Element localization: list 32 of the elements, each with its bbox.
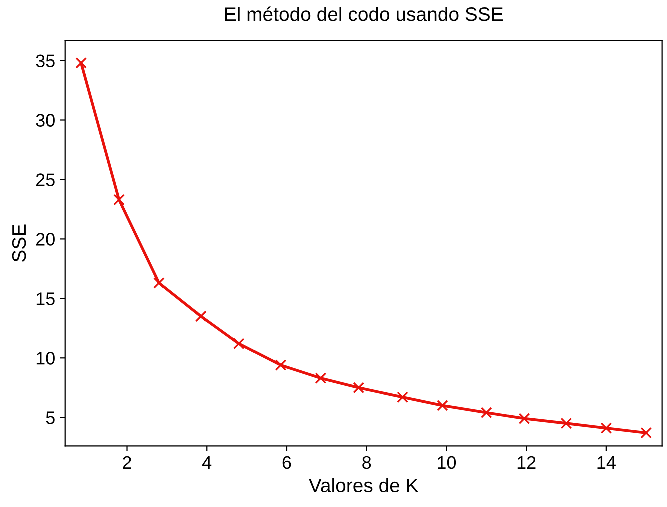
x-tick-label: 4 <box>202 456 212 469</box>
y-tick-label: 30 <box>36 114 55 127</box>
point <box>640 427 652 439</box>
x-tick-label: 10 <box>438 456 456 470</box>
x-tick-label: 2 <box>123 456 132 469</box>
chart-title: El método del codo usando SSE <box>225 6 504 22</box>
point <box>233 338 245 350</box>
point <box>480 407 492 419</box>
point <box>195 310 207 322</box>
y-tick-label: 35 <box>36 54 55 68</box>
point <box>315 372 327 384</box>
point <box>437 400 448 412</box>
point <box>154 278 165 289</box>
point <box>114 194 125 206</box>
y-tick-label: 10 <box>36 352 55 365</box>
point <box>76 57 88 69</box>
y-tick-label: 15 <box>36 292 55 306</box>
x-axis-title: Valores de K <box>308 478 419 493</box>
y-tick-label: 5 <box>46 412 55 424</box>
point <box>397 392 408 404</box>
point <box>518 413 530 424</box>
x-tick-label: 6 <box>282 456 292 470</box>
y-axis-title: SSE <box>12 224 26 262</box>
y-tick-label: 25 <box>36 174 55 186</box>
x-tick-label: 8 <box>362 456 372 470</box>
x-tick-label: 14 <box>598 456 616 469</box>
point <box>275 360 287 371</box>
point <box>353 382 365 394</box>
x-tick-label: 12 <box>518 456 536 469</box>
point <box>560 418 572 430</box>
y-tick-label: 20 <box>36 233 55 246</box>
point <box>600 422 612 434</box>
